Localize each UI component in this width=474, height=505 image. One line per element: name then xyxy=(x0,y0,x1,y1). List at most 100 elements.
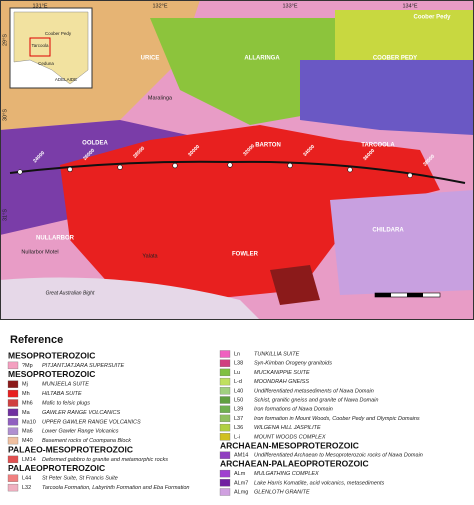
legend-text: Lake Harris Komatiite, acid volcanics, m… xyxy=(254,480,384,486)
legend-swatch xyxy=(7,418,19,426)
legend-swatch xyxy=(219,469,231,478)
legend-text: Basement rocks of Coompana Block xyxy=(42,438,131,444)
lon-label: 134°E xyxy=(402,3,417,9)
legend-text: UPPER GAWLER RANGE VOLCANICS xyxy=(42,419,141,425)
legend-code: L39 xyxy=(234,407,243,413)
legend-swatch xyxy=(219,368,231,377)
legend-swatch xyxy=(219,451,231,459)
legend-code: L38 xyxy=(234,361,243,367)
legend-swatch xyxy=(7,474,19,482)
legend-swatch xyxy=(7,380,19,388)
inset-label: ADELAIDE xyxy=(55,77,77,82)
legend-code: ?Mp xyxy=(22,363,33,369)
place-label: Coober Pedy xyxy=(413,15,451,21)
legend-code: L36 xyxy=(234,425,243,431)
legend-text: PITJANTJATJARA SUPERSUITE xyxy=(42,363,125,369)
map xyxy=(0,0,474,320)
legend-text: MULGATHING COMPLEX xyxy=(254,471,319,477)
legend-heading: PALAEO-MESOPROTEROZOIC xyxy=(8,444,133,454)
region-label: OOLDEA xyxy=(82,141,108,147)
legend-code: Mj xyxy=(22,382,28,388)
legend-code: Mh xyxy=(22,391,30,397)
place-label: Yalata xyxy=(142,253,158,259)
legend-swatch xyxy=(7,427,19,435)
legend-code: Ma10 xyxy=(22,419,36,425)
legend-code: Mh6 xyxy=(22,400,33,406)
legend-code: Ln xyxy=(234,351,240,357)
legend-code: Ma6 xyxy=(22,429,33,435)
legend-text: Deformed gabbro to granite and metamorph… xyxy=(42,457,168,463)
legend-swatch xyxy=(7,361,19,370)
legend-text: WILGENA HILL JASPILITE xyxy=(254,425,321,431)
legend-swatch xyxy=(219,423,231,432)
legend-text: MOUNT WOODS COMPLEX xyxy=(254,434,326,440)
place-label: Nullarbor Motel xyxy=(21,249,58,255)
legend-text: Syn-Kimban Orogeny granitoids xyxy=(254,361,332,367)
legend-text: Iron formation in Mount Woods, Coober Pe… xyxy=(254,416,420,422)
legend-text: Undifferentiated Archaean to Mesoprotero… xyxy=(254,453,423,459)
legend-text: Mafic to felsic plugs xyxy=(42,400,90,406)
profile-point xyxy=(172,163,178,169)
region-label: URICE xyxy=(141,56,160,62)
region-label: NULLARBOR xyxy=(36,236,75,242)
scale-bar xyxy=(374,292,441,298)
profile-point xyxy=(117,164,123,170)
inset-label: Ceduna xyxy=(38,61,54,66)
region-label: TARCOOLA xyxy=(361,143,395,149)
legend-swatch xyxy=(219,405,231,413)
legend-text: MUNJEELA SUITE xyxy=(42,382,89,388)
legend-code: L44 xyxy=(22,476,31,482)
legend-code: L37 xyxy=(234,416,243,422)
unit-area xyxy=(300,60,474,135)
profile-point xyxy=(287,162,293,169)
profile-point xyxy=(227,162,233,168)
legend-title: Reference xyxy=(10,334,63,346)
legend-text: GAWLER RANGE VOLCANICS xyxy=(42,410,120,416)
region-label: BARTON xyxy=(255,143,281,149)
legend-code: M40 xyxy=(22,438,33,444)
sea xyxy=(0,277,260,320)
inset-land xyxy=(13,11,89,85)
profile-point xyxy=(67,166,73,173)
unit-area xyxy=(270,265,320,305)
legend-code: AM14 xyxy=(234,453,248,459)
legend-code: L50 xyxy=(234,397,243,403)
profile-point xyxy=(407,172,413,178)
legend-code: Ma xyxy=(22,410,31,416)
legend-text: GLENLOTH GRANITE xyxy=(254,489,310,495)
scale-segment xyxy=(407,293,423,297)
profile-point xyxy=(347,167,353,173)
profile-point xyxy=(17,169,23,175)
lon-label: 132°E xyxy=(152,3,167,9)
legend-swatch xyxy=(7,483,19,492)
lat-label: 29°S xyxy=(2,34,8,46)
legend-text: HILTABA SUITE xyxy=(42,391,82,397)
region-label: CHILDARA xyxy=(372,228,404,234)
legend-text: Schist, granitic gneiss and granite of N… xyxy=(254,397,378,403)
legend-text: TUNKILLIA SUITE xyxy=(254,351,300,357)
legend-code: ALm7 xyxy=(234,480,248,486)
region-label: ALLARINGA xyxy=(244,56,280,62)
legend-heading: MESOPROTEROZOIC xyxy=(8,350,95,360)
unit-area xyxy=(330,190,474,295)
legend-swatch xyxy=(219,433,231,441)
legend-swatch xyxy=(7,399,19,407)
legend-code: L32 xyxy=(22,485,31,491)
legend-text: Iron formations of Nawa Domain xyxy=(254,407,333,413)
legend-code: ALmg xyxy=(234,489,248,495)
legend-swatch xyxy=(7,455,19,464)
scale-segment xyxy=(375,293,391,297)
legend-swatch xyxy=(7,436,19,445)
sea-label: Great Australian Bight xyxy=(46,290,95,296)
legend-text: Undifferentiated metasediments of Nawa D… xyxy=(254,388,374,394)
legend-text: MOONDRAH GNEISS xyxy=(254,379,309,385)
lat-label: 30°S xyxy=(2,109,8,121)
legend-code: L-i xyxy=(234,434,240,440)
unit-area xyxy=(335,10,474,60)
legend-swatch xyxy=(219,414,231,423)
legend-swatch xyxy=(219,396,231,404)
legend-swatch xyxy=(219,359,231,367)
legend-swatch xyxy=(7,389,19,398)
place-label: Maralinga xyxy=(148,95,173,101)
